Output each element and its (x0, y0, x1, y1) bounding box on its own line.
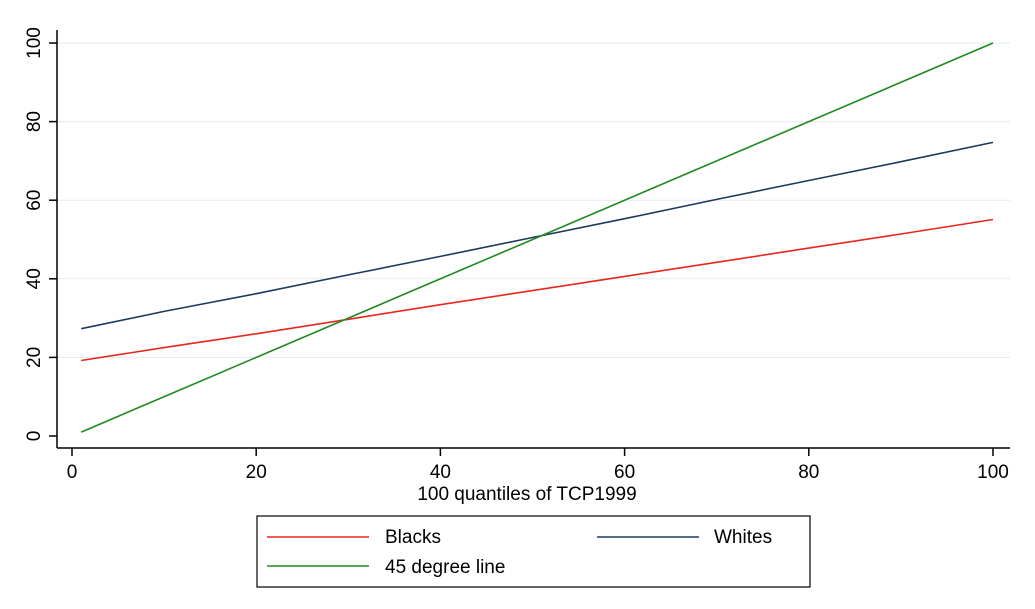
legend-label-whites: Whites (714, 527, 772, 548)
y-tick-label-60: 60 (24, 190, 45, 211)
y-tick-label-20: 20 (24, 347, 45, 368)
legend: Blacks Whites 45 degree line (256, 515, 811, 588)
legend-box (256, 515, 811, 588)
series-lines (80, 42, 994, 433)
x-tick-label-100: 100 (977, 462, 1009, 483)
x-axis-label: 100 quantiles of TCP1999 (417, 484, 636, 505)
x-axis-ticks: 0 20 40 60 80 100 (67, 448, 1009, 483)
y-axis-ticks: 0 20 40 60 80 100 (24, 27, 57, 441)
legend-label-45-degree-line: 45 degree line (385, 557, 505, 578)
y-tick-label-100: 100 (24, 27, 45, 59)
y-tick-label-0: 0 (24, 431, 45, 442)
series-line-whites (81, 141, 994, 330)
x-tick-label-40: 40 (430, 462, 451, 483)
x-tick-label-80: 80 (798, 462, 819, 483)
gridlines (57, 42, 1010, 358)
x-tick-label-20: 20 (246, 462, 267, 483)
y-tick-label-40: 40 (24, 268, 45, 289)
x-tick-label-0: 0 (67, 462, 78, 483)
x-tick-label-60: 60 (614, 462, 635, 483)
series-line-45-degree-line (80, 42, 994, 433)
series-line-blacks (81, 218, 994, 362)
y-tick-label-80: 80 (24, 111, 45, 132)
legend-label-blacks: Blacks (385, 527, 441, 548)
